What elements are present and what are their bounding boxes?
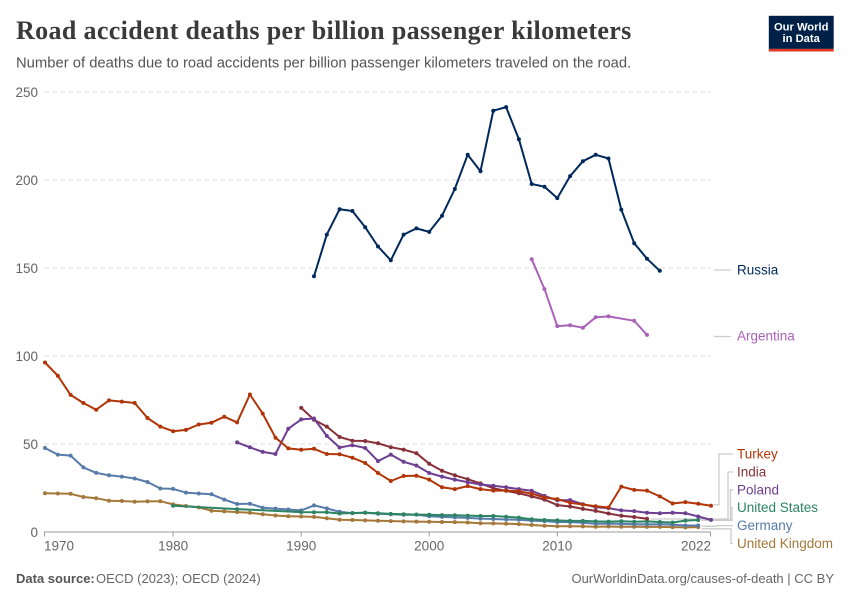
svg-text:2010: 2010 [542,539,572,554]
svg-text:1970: 1970 [44,539,74,554]
svg-text:Road accident deaths per billi: Road accident deaths per billion passeng… [16,16,632,45]
svg-text:50: 50 [23,437,38,452]
svg-text:200: 200 [15,173,38,188]
svg-text:2000: 2000 [414,539,444,554]
svg-text:Poland: Poland [737,482,779,497]
svg-text:Turkey: Turkey [737,447,778,462]
svg-text:Russia: Russia [737,263,779,278]
svg-text:OurWorldinData.org/causes-of-d: OurWorldinData.org/causes-of-death | CC … [571,571,834,586]
svg-text:2022: 2022 [681,539,711,554]
svg-text:Number of deaths due to road a: Number of deaths due to road accidents p… [16,55,631,71]
svg-text:Data source:: Data source: [16,571,95,586]
svg-text:Our World: Our World [774,21,829,33]
svg-text:India: India [737,465,767,480]
svg-text:United Kingdom: United Kingdom [737,536,833,551]
svg-text:OECD (2023); OECD (2024): OECD (2023); OECD (2024) [96,571,261,586]
svg-text:Argentina: Argentina [737,329,795,344]
svg-text:in Data: in Data [783,33,821,45]
svg-text:0: 0 [30,525,38,540]
svg-text:100: 100 [15,349,38,364]
svg-text:250: 250 [15,85,38,100]
svg-text:150: 150 [15,261,38,276]
svg-text:1980: 1980 [158,539,188,554]
svg-text:Germany: Germany [737,518,793,533]
svg-text:United States: United States [737,500,818,515]
svg-text:1990: 1990 [286,539,316,554]
